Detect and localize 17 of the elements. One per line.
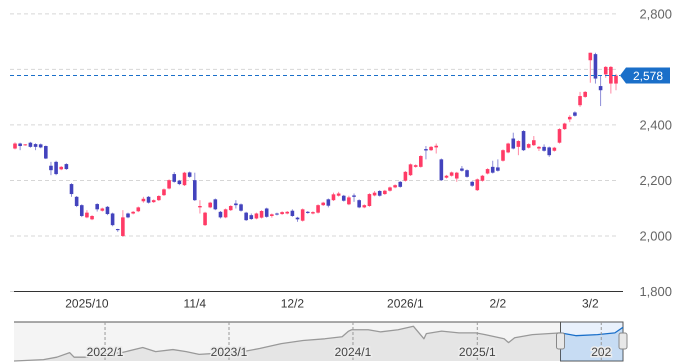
- x-tick-label: 2022/1: [86, 345, 124, 359]
- y-tick-label: 2,200: [639, 173, 672, 188]
- x-tick-label: 3/2: [582, 296, 599, 310]
- y-tick-label: 1,800: [639, 284, 672, 300]
- x-tick-label: 11/4: [184, 296, 206, 310]
- x-tick-label: 12/2: [280, 296, 304, 310]
- x-tick-label: 2023/1: [210, 345, 248, 359]
- x-tick-label: 2025/10: [65, 296, 109, 310]
- x-tick-label: 202: [591, 345, 612, 359]
- x-tick-label: 2025/1: [458, 345, 496, 359]
- x-tick-label: 2026/1: [387, 296, 424, 310]
- y-tick-label: 2,400: [639, 117, 672, 132]
- y-tick-label: 2,800: [639, 6, 672, 22]
- x-tick-label: 2024/1: [334, 345, 372, 359]
- y-tick-label: 2,000: [639, 228, 672, 244]
- ref-line-label: 2,578: [632, 68, 664, 83]
- x-tick-label: 2/2: [490, 296, 507, 310]
